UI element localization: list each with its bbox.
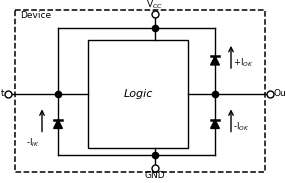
Text: Input: Input — [0, 89, 5, 98]
Text: V$_{CC}$: V$_{CC}$ — [146, 0, 164, 11]
Bar — [88, 40, 188, 148]
Text: Output: Output — [273, 89, 286, 98]
Polygon shape — [210, 56, 219, 65]
Text: Device: Device — [20, 11, 51, 20]
Bar — [15, 10, 265, 172]
Text: -I$_{IK}$: -I$_{IK}$ — [26, 137, 40, 149]
Polygon shape — [53, 120, 62, 128]
Text: -I$_{OK}$: -I$_{OK}$ — [233, 120, 249, 133]
Polygon shape — [210, 120, 219, 128]
Text: GND: GND — [145, 171, 165, 180]
Text: +I$_{OK}$: +I$_{OK}$ — [233, 57, 253, 69]
Text: Logic: Logic — [123, 89, 153, 99]
